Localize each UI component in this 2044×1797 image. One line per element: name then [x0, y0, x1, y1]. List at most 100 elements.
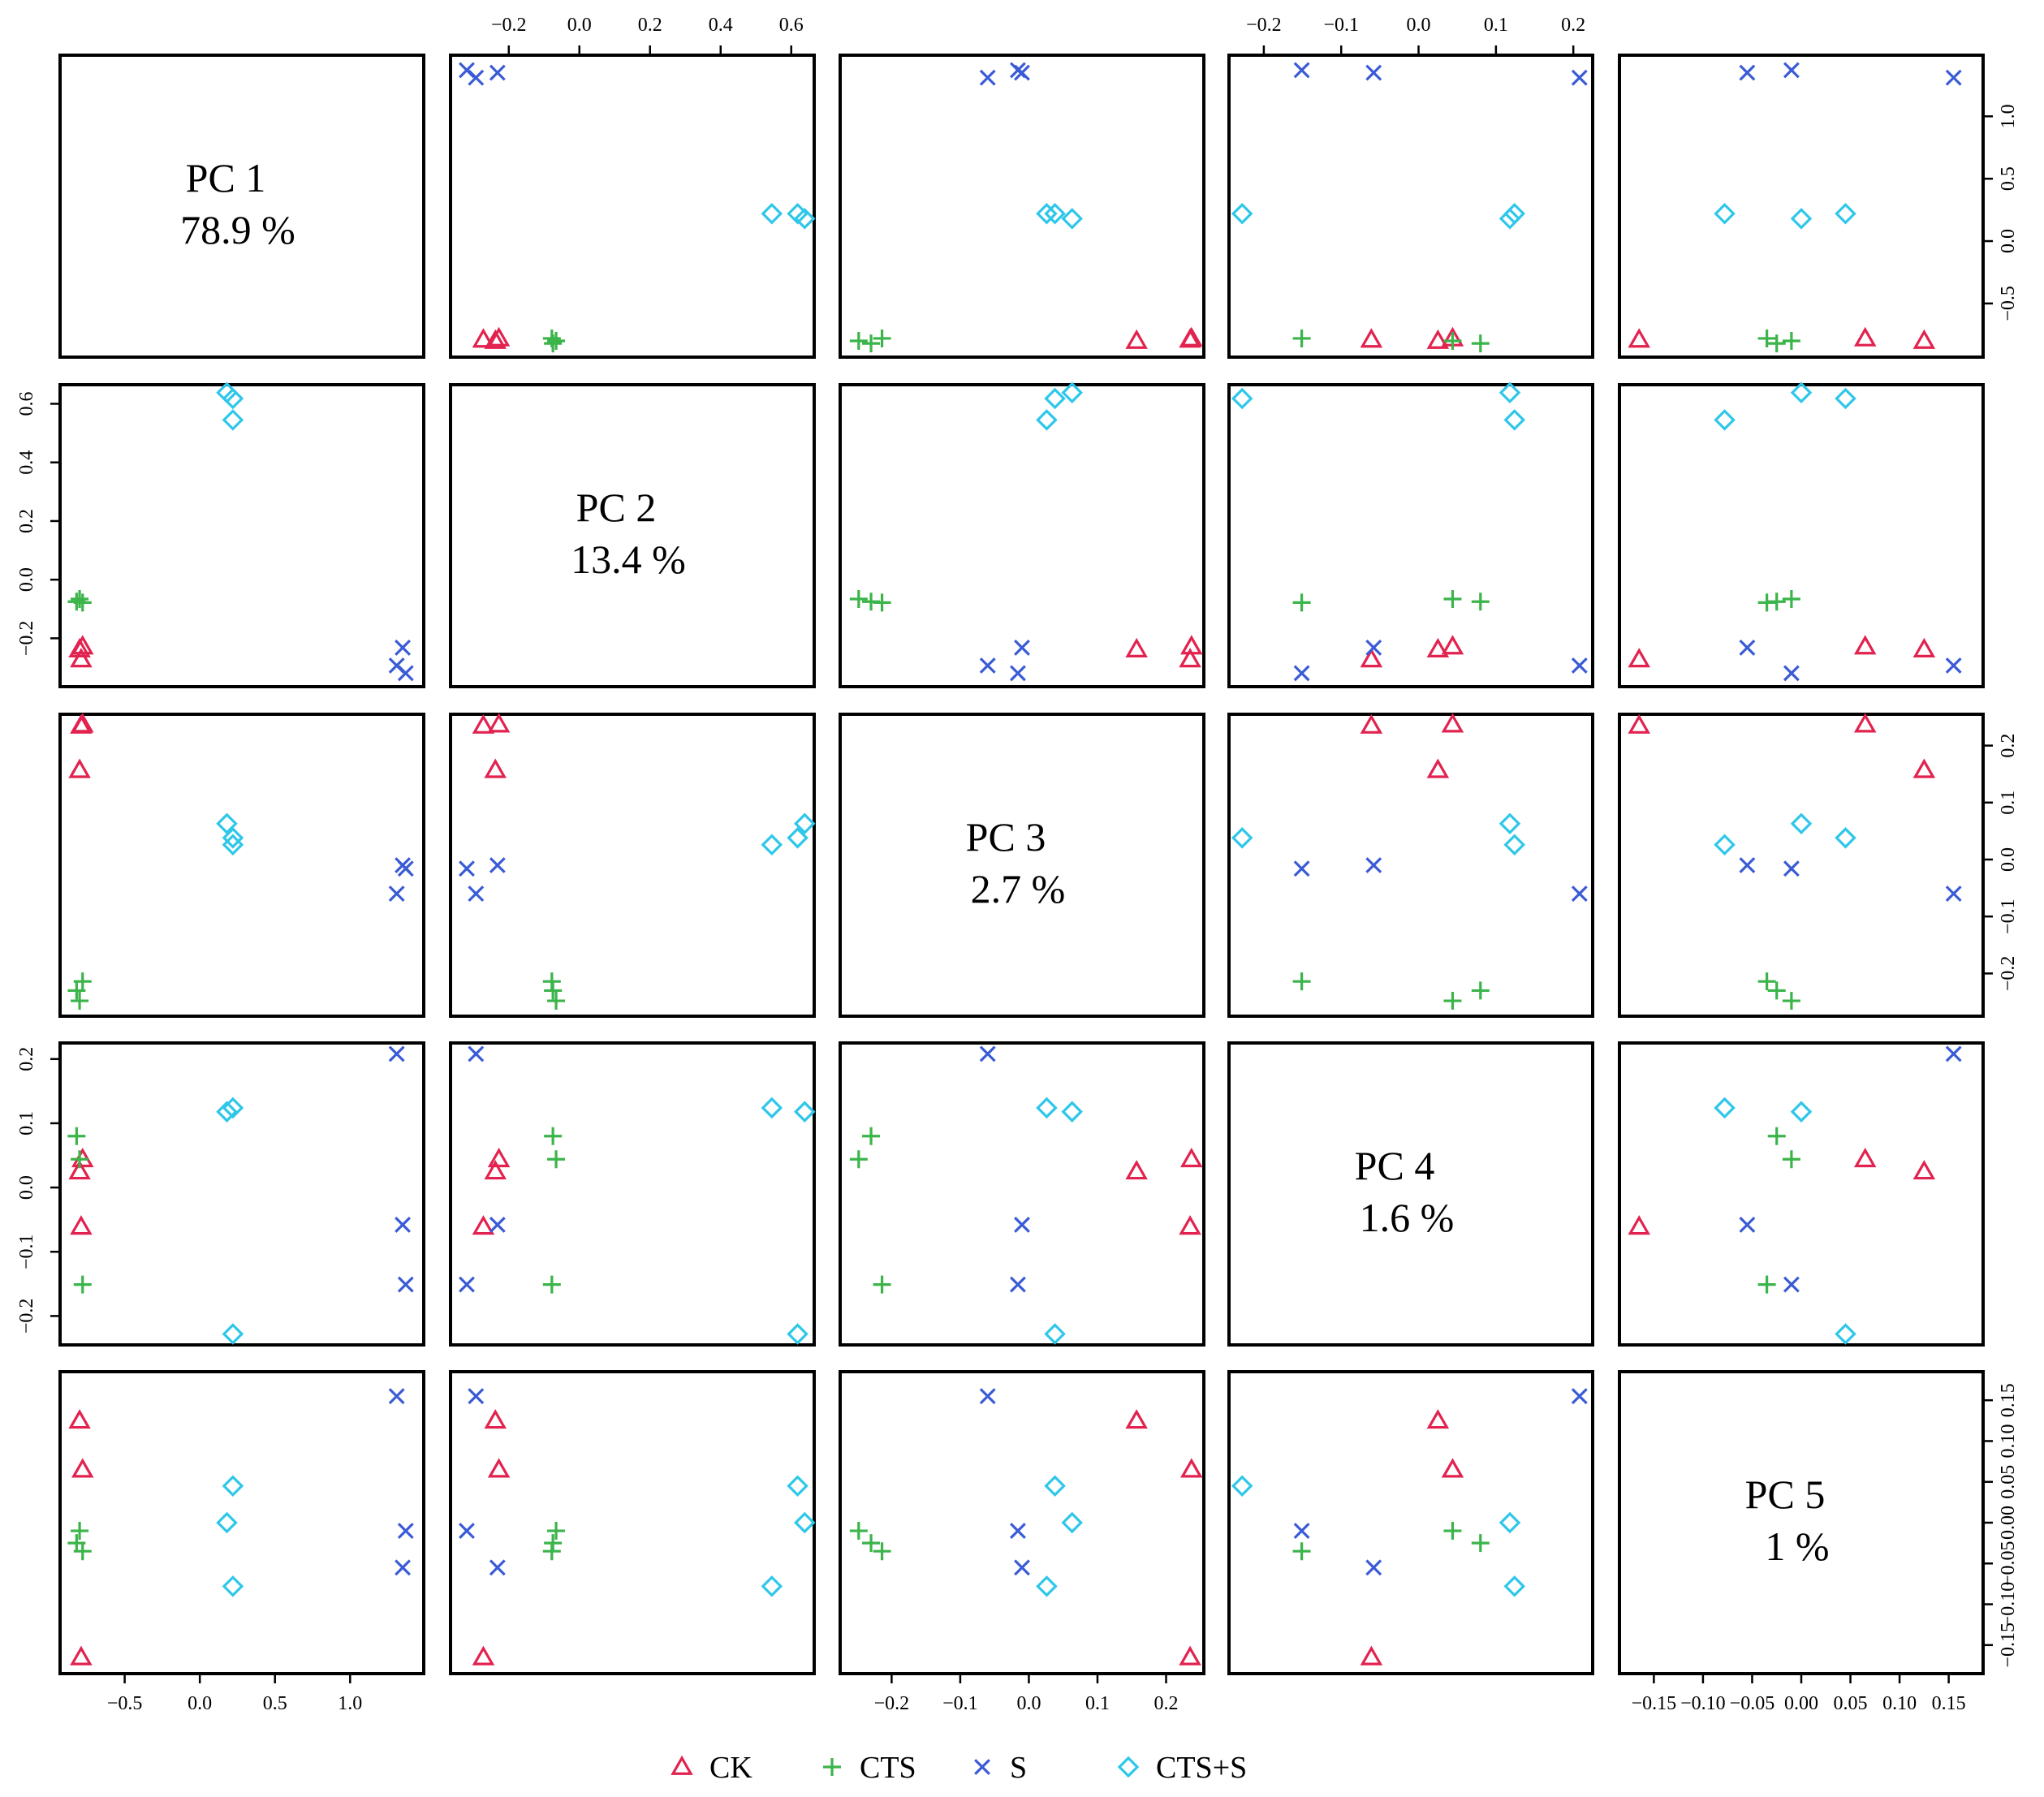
- point-cts-plus-s-3: [1036, 1575, 1058, 1597]
- panel-pc4-vs-pc5: [1618, 1041, 1985, 1347]
- point-ck-1: [472, 713, 495, 734]
- point-s-3: [1009, 1523, 1026, 1539]
- variance-label: 13.4 %: [571, 537, 686, 582]
- point-cts-plus-s-3: [761, 202, 783, 225]
- point-ck-1: [1628, 1215, 1650, 1235]
- point-cts-plus-s-3: [761, 1097, 783, 1119]
- tick-label: −0.5: [1998, 286, 2019, 321]
- point-cts-plus-s-1: [1044, 202, 1066, 225]
- panel-frame: [1227, 383, 1594, 688]
- point-ck-1: [1179, 1645, 1201, 1666]
- point-ck-3: [1441, 635, 1464, 655]
- point-s-2: [1571, 69, 1588, 86]
- bottom-axis-pc3: −0.2 −0.1 0.0 0.1 0.2: [874, 1674, 1179, 1714]
- bottom-axis-pc5: −0.15 −0.10 −0.05 0.00 0.05 0.10 0.15: [1632, 1674, 1966, 1714]
- panel-frame: [1618, 1370, 1985, 1675]
- point-cts-3: [73, 1275, 92, 1294]
- panel-pc2-vs-pc4: [1227, 381, 1594, 688]
- point-cts-2: [1443, 1522, 1462, 1541]
- point-s-1: [1365, 857, 1382, 873]
- panel-pc4-vs-pc1: [58, 1041, 425, 1347]
- point-cts-plus-s-3: [1503, 834, 1525, 855]
- legend-item-cts: CTS: [823, 1751, 916, 1785]
- panel-pc2-vs-pc1: [58, 381, 425, 688]
- point-ck-3: [1441, 713, 1464, 733]
- panel-pc2-vs-pc3: [839, 381, 1205, 688]
- point-cts-plus-s-3: [1714, 409, 1736, 431]
- point-s-2: [1571, 886, 1588, 903]
- point-cts-3: [873, 329, 891, 347]
- point-ck-2: [1125, 1160, 1148, 1180]
- point-s-3: [459, 62, 475, 79]
- panel-frame: [839, 54, 1205, 359]
- point-ck-1: [1360, 328, 1383, 348]
- legend-item-s: S: [974, 1751, 1027, 1785]
- point-cts-2: [1782, 992, 1800, 1011]
- point-s-3: [1293, 62, 1310, 79]
- point-s-1: [395, 640, 412, 656]
- tick-label: −0.05: [1998, 1541, 2019, 1586]
- point-cts-plus-s-2: [1061, 208, 1083, 230]
- point-cts-2: [849, 332, 868, 351]
- point-cts-2: [849, 1522, 868, 1541]
- point-s-3: [397, 860, 414, 877]
- panel-pc5-vs-pc5: PC 5 1 %: [1618, 1370, 1985, 1675]
- point-ck-2: [1426, 637, 1450, 657]
- point-cts-plus-s-1: [787, 1475, 809, 1498]
- tick-label: −0.2: [16, 621, 37, 657]
- panel-frame: [58, 54, 425, 359]
- point-ck-3: [1180, 1148, 1203, 1168]
- point-s-3: [1783, 62, 1800, 79]
- point-s-3: [1009, 665, 1026, 682]
- point-cts-1: [1767, 981, 1786, 1000]
- point-cts-2: [849, 590, 868, 609]
- point-cts-plus-s-2: [1790, 812, 1813, 835]
- point-s-1: [1739, 64, 1756, 81]
- panel-pc3-vs-pc5: [1618, 713, 1985, 1018]
- panel-pc5-vs-pc1: [58, 1370, 425, 1675]
- legend-marker: [1117, 1756, 1140, 1778]
- point-cts-2: [1782, 332, 1800, 351]
- point-cts-2: [1782, 590, 1800, 609]
- point-cts-plus-s-2: [1499, 208, 1521, 230]
- legend-label: S: [1010, 1751, 1027, 1785]
- panel-frame: [58, 1370, 425, 1675]
- panel-frame: [1618, 383, 1985, 688]
- point-cts-plus-s-2: [793, 1101, 816, 1123]
- panel-pc5-vs-pc4: [1227, 1370, 1594, 1675]
- tick-label: −0.5: [107, 1693, 143, 1714]
- bottom-axis-pc1: −0.5 0.0 0.5 1.0: [107, 1674, 362, 1714]
- tick-label: −0.05: [1730, 1693, 1775, 1714]
- tick-label: 0.0: [188, 1693, 212, 1714]
- tick-label: −0.15: [1632, 1693, 1677, 1714]
- point-cts-plus-s-1: [1044, 387, 1066, 410]
- panel-frame: [1618, 54, 1985, 359]
- point-cts-plus-s-1: [1835, 827, 1856, 849]
- point-ck-3: [1853, 326, 1877, 347]
- point-s-2: [1945, 1045, 1962, 1062]
- panel-pc3-vs-pc1: [58, 713, 425, 1018]
- point-cts-3: [873, 1542, 891, 1561]
- tick-label: −0.1: [16, 1234, 37, 1269]
- variable-label: PC 4: [1355, 1143, 1435, 1188]
- point-ck-2: [484, 1409, 507, 1429]
- tick-label: 0.6: [16, 391, 37, 416]
- panel-pc1-vs-pc2: [449, 54, 816, 359]
- point-cts-plus-s-2: [1790, 1101, 1813, 1123]
- point-s-2: [1571, 657, 1588, 674]
- point-cts-plus-s-2: [216, 1101, 238, 1123]
- point-cts-1: [862, 1534, 881, 1553]
- tick-label: 0.0: [1407, 15, 1431, 36]
- point-ck-1: [70, 648, 93, 668]
- point-cts-plus-s-3: [1714, 202, 1736, 225]
- point-ck-2: [1125, 637, 1148, 657]
- point-cts-3: [1292, 972, 1311, 991]
- point-cts-1: [67, 1127, 86, 1145]
- point-ck-2: [1426, 758, 1450, 778]
- point-cts-3: [542, 1275, 561, 1294]
- tick-label: 0.4: [709, 15, 733, 36]
- point-s-3: [459, 1523, 475, 1539]
- top-axis-pc4: −0.2 −0.1 0.0 0.1 0.2: [1246, 15, 1585, 55]
- panel-frame: [1618, 713, 1985, 1018]
- point-cts-3: [1757, 972, 1776, 991]
